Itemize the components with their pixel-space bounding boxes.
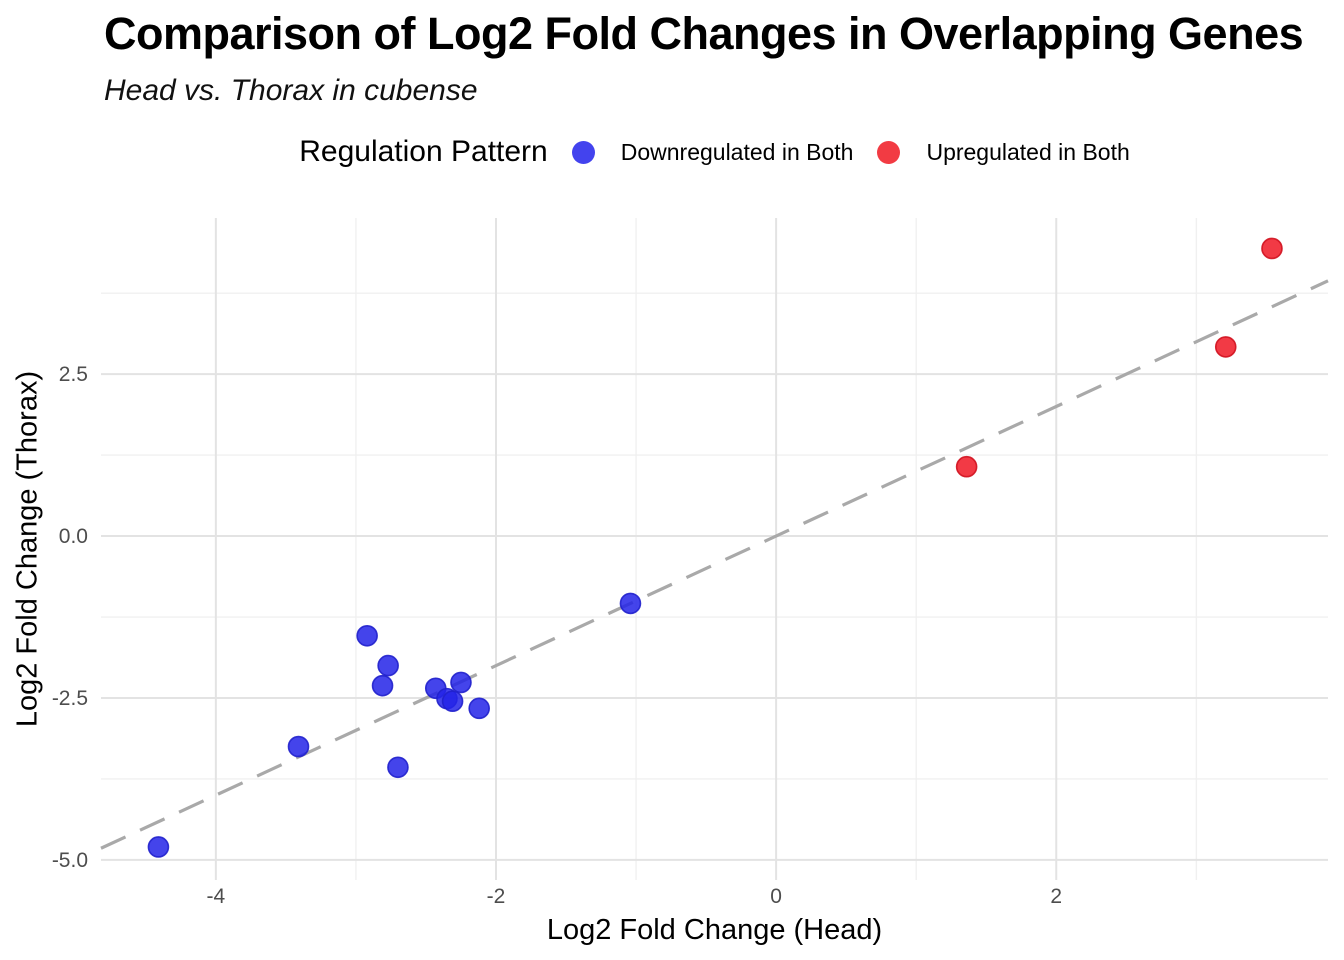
y-axis-title: Log2 Fold Change (Thorax) xyxy=(11,370,44,728)
data-point xyxy=(450,671,472,694)
identity-line xyxy=(100,279,1329,850)
chart-title: Comparison of Log2 Fold Changes in Overl… xyxy=(104,8,1304,59)
data-point xyxy=(1261,237,1283,260)
x-tick-label: 2 xyxy=(1050,885,1062,908)
data-point xyxy=(955,455,978,478)
x-tick-label: -4 xyxy=(207,885,226,908)
data-point xyxy=(387,756,409,779)
legend: Regulation Pattern Downregulated in Both… xyxy=(101,129,1328,175)
data-point xyxy=(1214,336,1237,358)
minor-gridlines xyxy=(101,218,1328,880)
downregulated-dot-icon xyxy=(571,140,595,164)
legend-item-downregulated: Downregulated in Both xyxy=(571,138,854,166)
data-point xyxy=(287,735,310,758)
y-tick-label: -5.0 xyxy=(52,849,88,872)
data-points xyxy=(147,237,1283,858)
legend-label-downregulated: Downregulated in Both xyxy=(620,138,854,165)
legend-item-upregulated: Upregulated in Both xyxy=(877,138,1130,166)
data-point xyxy=(377,654,399,677)
data-point xyxy=(619,592,642,615)
axis-tick-labels: -4 -2 0 2 2.5 0.0 -2.5 -5.0 xyxy=(52,363,1062,908)
data-point xyxy=(441,690,464,713)
data-point xyxy=(356,624,378,647)
data-point xyxy=(147,836,170,858)
data-point xyxy=(371,674,394,697)
x-tick-label: -2 xyxy=(487,885,506,908)
legend-title: Regulation Pattern xyxy=(299,135,548,168)
identity-reference-line xyxy=(100,279,1329,850)
y-tick-label: -2.5 xyxy=(52,687,88,710)
x-tick-label: 0 xyxy=(770,885,782,908)
upregulated-dot-icon xyxy=(877,140,901,164)
data-point xyxy=(468,697,490,720)
y-tick-label: 2.5 xyxy=(59,363,88,386)
y-tick-label: 0.0 xyxy=(59,525,88,548)
major-gridlines xyxy=(101,218,1328,880)
x-axis-title: Log2 Fold Change (Head) xyxy=(546,914,883,946)
chart-subtitle: Head vs. Thorax in cubense xyxy=(104,74,478,107)
legend-label-upregulated: Upregulated in Both xyxy=(926,138,1130,165)
